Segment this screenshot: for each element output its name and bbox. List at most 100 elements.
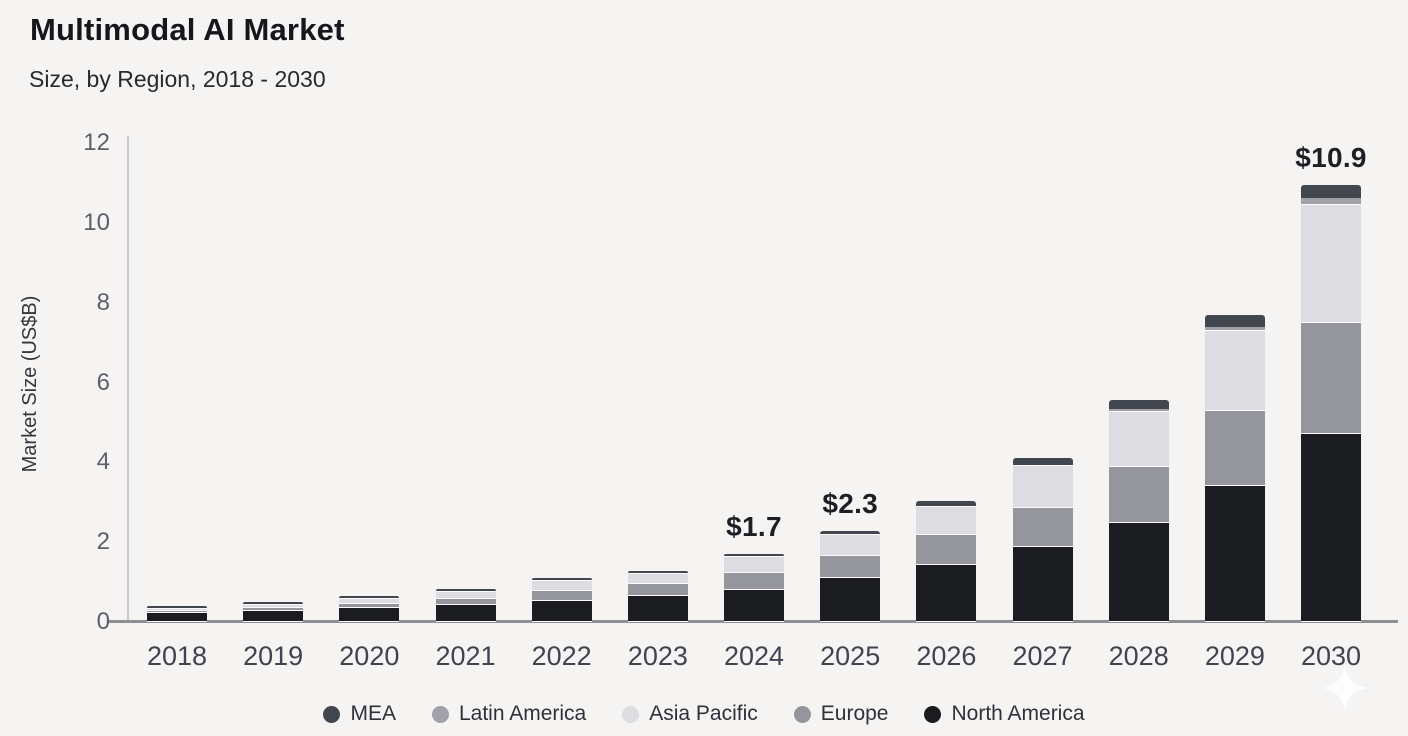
bar-2030-segment-europe	[1301, 322, 1362, 435]
legend: MEA Latin America Asia Pacific Europe No…	[0, 699, 1408, 729]
bar-2029-segment-latin-america	[1204, 326, 1265, 332]
legend-swatch-europe-icon	[793, 705, 811, 723]
bar-2019-segment-latin-america	[243, 603, 304, 605]
y-axis-tick-8: 8	[96, 288, 110, 316]
bar-2020-segment-mea	[339, 596, 400, 599]
y-axis-tick-4: 4	[96, 448, 110, 476]
legend-label-latin-america: Latin America	[458, 702, 587, 725]
bar-2030-segment-latin-america	[1301, 198, 1362, 205]
bar-2028-segment-north-america	[1108, 523, 1169, 622]
bar-2021-segment-mea	[435, 589, 496, 591]
legend-item-asia-pacific: Asia Pacific	[622, 702, 758, 726]
x-axis-label-2027: 2027	[1012, 641, 1073, 671]
bar-2025-segment-north-america	[820, 578, 881, 622]
bar-2026-segment-latin-america	[916, 505, 977, 508]
bar-2027-segment-latin-america	[1012, 464, 1073, 467]
bar-2026-segment-north-america	[916, 564, 977, 622]
bar-2023-segment-mea	[627, 570, 688, 573]
bar-2019-segment-north-america	[243, 610, 304, 622]
bar-2024-segment-north-america	[724, 590, 785, 622]
bar-2018-segment-latin-america	[147, 607, 207, 609]
y-axis-tick-2: 2	[96, 528, 110, 556]
bar-2023-segment-latin-america	[627, 572, 688, 574]
bar-2030-segment-north-america	[1301, 434, 1362, 622]
legend-item-latin-america: Latin America	[431, 702, 587, 726]
x-axis-label-2028: 2028	[1108, 641, 1169, 671]
bar-2019-segment-mea	[243, 602, 304, 604]
bar-2020-segment-europe	[339, 604, 400, 608]
bar-2018-segment-asia-pacific	[147, 608, 207, 612]
bar-2018-segment-north-america	[147, 613, 207, 622]
x-axis-label-2025: 2025	[820, 641, 881, 671]
bar-2020-segment-north-america	[339, 608, 400, 622]
x-axis-label-2018: 2018	[146, 641, 208, 671]
bar-2029-segment-asia-pacific	[1204, 331, 1265, 412]
legend-label-north-america: North America	[951, 702, 1085, 725]
legend-swatch-latin-america-icon	[431, 705, 449, 723]
bar-2027-segment-north-america	[1012, 546, 1073, 622]
bar-2024-segment-asia-pacific	[724, 556, 785, 574]
sparkle-icon	[1322, 665, 1368, 711]
bar-2022-segment-mea	[531, 578, 592, 581]
bar-2030-segment-mea	[1301, 184, 1362, 199]
x-axis-label-2026: 2026	[916, 641, 977, 671]
legend-swatch-asia-pacific-icon	[622, 705, 640, 723]
value-label-2030: $10.9	[1295, 141, 1367, 173]
bar-2020-segment-asia-pacific	[339, 599, 400, 605]
bar-2028-segment-asia-pacific	[1108, 412, 1169, 468]
bar-2025-segment-latin-america	[820, 534, 881, 536]
bar-2029-segment-north-america	[1204, 486, 1265, 622]
bar-2025-segment-mea	[820, 530, 881, 535]
bar-2028-segment-europe	[1108, 467, 1169, 523]
bar-2019-segment-europe	[243, 608, 304, 611]
bar-2024-segment-europe	[724, 573, 785, 591]
y-axis-tick-0: 0	[96, 608, 110, 635]
bar-2023-segment-europe	[627, 584, 688, 597]
bar-2024-segment-latin-america	[724, 555, 785, 557]
x-axis-label-2022: 2022	[531, 641, 592, 671]
bar-2022-segment-north-america	[531, 600, 592, 622]
x-axis-label-2023: 2023	[627, 641, 688, 671]
legend-swatch-mea-icon	[323, 705, 341, 723]
page-subtitle: Size, by Region, 2018 - 2030	[29, 66, 326, 92]
page-title: Multimodal AI Market	[30, 12, 345, 47]
bar-2026-segment-europe	[916, 534, 977, 565]
bar-2025-segment-asia-pacific	[820, 535, 881, 557]
bar-2028-segment-mea	[1108, 400, 1169, 410]
y-axis-line	[127, 136, 129, 622]
legend-item-north-america: North America	[924, 702, 1085, 726]
bar-2021-segment-asia-pacific	[435, 591, 496, 599]
bar-2018-segment-mea	[147, 606, 207, 608]
bar-2028-segment-latin-america	[1108, 409, 1169, 413]
bar-2021-segment-latin-america	[435, 590, 496, 592]
bar-2021-segment-north-america	[435, 604, 496, 622]
legend-label-europe: Europe	[820, 702, 889, 725]
x-axis-label-2021: 2021	[435, 641, 496, 671]
legend-label-asia-pacific: Asia Pacific	[649, 702, 758, 725]
bar-2030-segment-asia-pacific	[1301, 204, 1362, 323]
y-axis-tick-12: 12	[83, 129, 110, 156]
bar-2023-segment-north-america	[627, 596, 688, 622]
bar-2027-segment-europe	[1012, 508, 1073, 547]
bar-2029-segment-europe	[1204, 411, 1265, 487]
value-label-2025: $2.3	[822, 487, 879, 519]
bar-2023-segment-asia-pacific	[627, 573, 688, 585]
bar-2022-segment-asia-pacific	[531, 580, 592, 591]
bar-2021-segment-europe	[435, 598, 496, 605]
y-axis-tick-6: 6	[96, 368, 110, 396]
bar-2027-segment-mea	[1012, 458, 1073, 465]
bar-2027-segment-asia-pacific	[1012, 466, 1073, 509]
bar-2019-segment-asia-pacific	[243, 604, 304, 609]
bar-2022-segment-europe	[531, 590, 592, 601]
legend-item-europe: Europe	[793, 702, 889, 726]
bar-2025-segment-europe	[820, 556, 881, 579]
bar-2018-segment-europe	[147, 611, 207, 614]
legend-item-mea: MEA	[323, 702, 396, 726]
y-axis-tick-10: 10	[83, 208, 110, 236]
x-axis-label-2020: 2020	[339, 641, 400, 671]
x-axis-label-2030: 2030	[1300, 641, 1362, 671]
value-label-2024: $1.7	[726, 511, 782, 543]
legend-label-mea: MEA	[350, 702, 396, 725]
x-axis-label-2024: 2024	[723, 641, 785, 671]
